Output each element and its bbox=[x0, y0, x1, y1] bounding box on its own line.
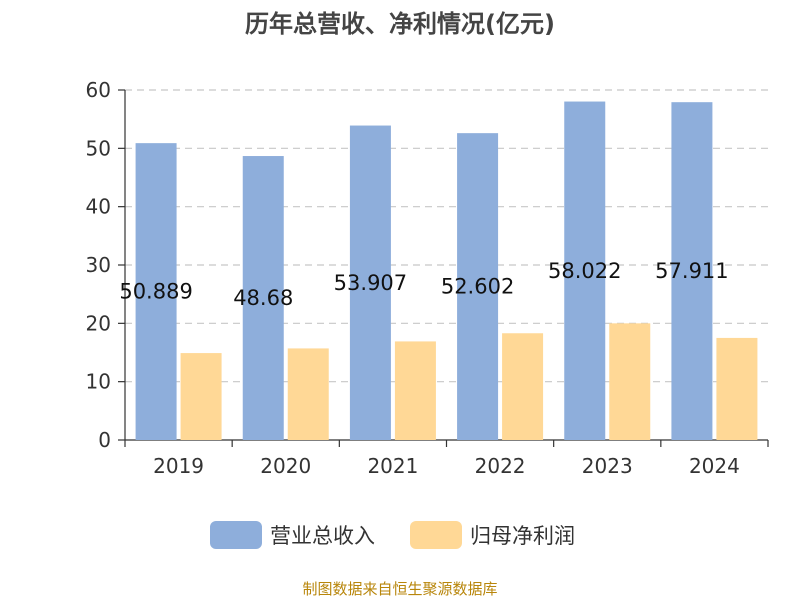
y-tick-label: 0 bbox=[98, 428, 111, 452]
data-label: 52.602 bbox=[441, 275, 514, 299]
bar-revenue[interactable] bbox=[457, 133, 499, 440]
bar-revenue[interactable] bbox=[242, 156, 284, 441]
y-tick-label: 20 bbox=[86, 311, 111, 335]
legend-item-revenue[interactable]: 营业总收入 bbox=[210, 521, 375, 549]
y-tick-label: 60 bbox=[86, 78, 111, 102]
axes: 0 10 20 30 40 50 60 2019 2020 2021 2022 2023 2024 bbox=[86, 78, 769, 478]
legend-label: 营业总收入 bbox=[270, 524, 375, 548]
legend-swatch bbox=[210, 521, 262, 549]
bar-net-profit[interactable] bbox=[394, 341, 436, 440]
y-tick-label: 10 bbox=[86, 370, 111, 394]
x-tick-label: 2019 bbox=[153, 454, 204, 478]
y-tick-label: 50 bbox=[86, 136, 111, 160]
data-label: 53.907 bbox=[334, 271, 407, 295]
legend-label: 归母净利润 bbox=[470, 524, 575, 548]
data-labels: 50.889 48.68 53.907 52.602 58.022 57.911 bbox=[119, 259, 728, 310]
legend-item-net-profit[interactable]: 归母净利润 bbox=[410, 521, 575, 549]
legend[interactable]: 营业总收入 归母净利润 bbox=[210, 521, 575, 549]
bar-net-profit[interactable] bbox=[287, 348, 329, 440]
x-tick-label: 2024 bbox=[689, 454, 740, 478]
x-tick-label: 2020 bbox=[260, 454, 311, 478]
bar-net-profit[interactable] bbox=[609, 323, 651, 440]
data-label: 58.022 bbox=[548, 259, 621, 283]
bar-revenue[interactable] bbox=[135, 143, 177, 440]
data-label: 48.68 bbox=[233, 286, 293, 310]
x-tick-label: 2022 bbox=[475, 454, 526, 478]
data-label: 57.911 bbox=[655, 259, 728, 283]
bars bbox=[135, 101, 758, 441]
y-tick-label: 30 bbox=[86, 253, 111, 277]
x-tick-label: 2023 bbox=[582, 454, 633, 478]
bar-net-profit[interactable] bbox=[716, 337, 758, 440]
bar-net-profit[interactable] bbox=[180, 353, 222, 440]
chart-title: 历年总营收、净利情况(亿元) bbox=[245, 10, 555, 38]
bar-revenue[interactable] bbox=[564, 101, 606, 440]
source-note: 制图数据来自恒生聚源数据库 bbox=[302, 580, 497, 598]
bar-net-profit[interactable] bbox=[502, 333, 544, 440]
y-tick-label: 40 bbox=[86, 195, 111, 219]
bar-revenue[interactable] bbox=[349, 125, 391, 440]
data-label: 50.889 bbox=[119, 280, 192, 304]
legend-swatch bbox=[410, 521, 462, 549]
x-tick-label: 2021 bbox=[367, 454, 418, 478]
bar-revenue[interactable] bbox=[671, 102, 713, 440]
